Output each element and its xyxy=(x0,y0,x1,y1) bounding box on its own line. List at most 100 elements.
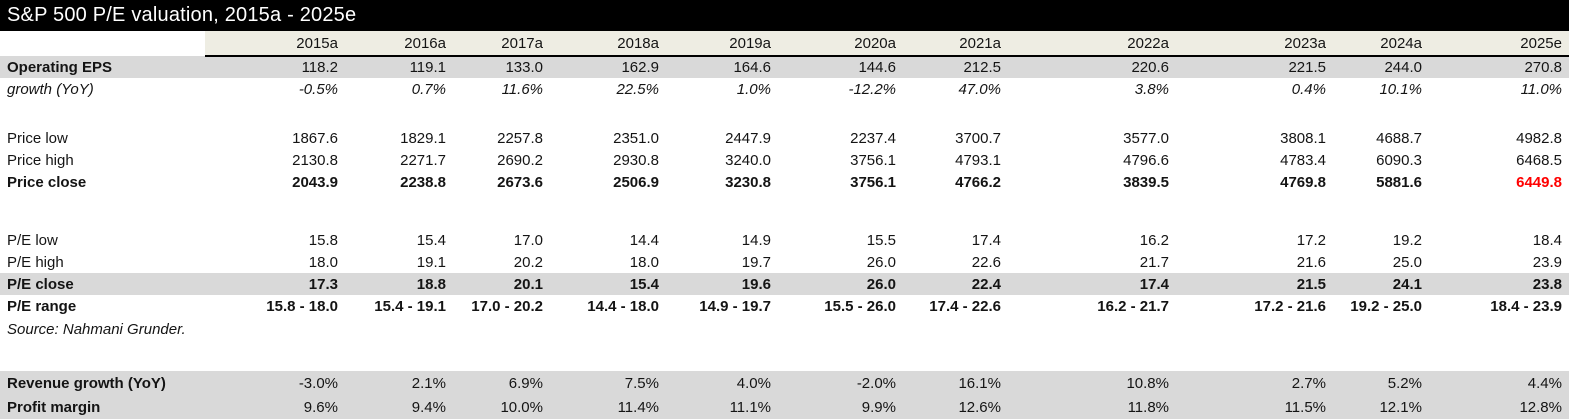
cell: 118.2 xyxy=(205,56,345,78)
cell: 12.8% xyxy=(1429,395,1569,419)
spacer-row xyxy=(0,193,1569,229)
cell: 22.4 xyxy=(903,273,1008,295)
cell: 162.9 xyxy=(550,56,666,78)
cell: 17.2 xyxy=(1296,231,1326,249)
cell: 9.4% xyxy=(345,395,453,419)
cell: 18.4 xyxy=(1532,231,1562,249)
row-label: Profit margin xyxy=(0,395,205,419)
year-header: 2023a xyxy=(1176,31,1333,57)
row-price-low: Price low 1867.6 1829.1 2257.8 2351.0 2447.9 2… xyxy=(0,127,1569,149)
row-price-high: Price high 2130.8 2271.7 2690.2 2930.8 3240.0… xyxy=(0,149,1569,171)
cell: 2130.8 xyxy=(292,151,338,169)
cell: -12.2% xyxy=(848,80,896,98)
year-header: 2019a xyxy=(666,31,778,57)
source-row: Source: Nahmani Grunder. xyxy=(0,317,1569,341)
cell: 21.6 xyxy=(1296,253,1326,271)
cell: 16.1% xyxy=(903,371,1008,395)
year-header: 2024a xyxy=(1333,31,1429,57)
cell: 3577.0 xyxy=(1123,129,1169,147)
cell: 2043.9 xyxy=(292,173,338,191)
cell: 270.8 xyxy=(1429,56,1569,78)
cell: 119.1 xyxy=(345,56,453,78)
cell: 1829.1 xyxy=(400,129,446,147)
cell: 18.0 xyxy=(629,253,659,271)
cell: 9.6% xyxy=(205,395,345,419)
year-header-row: 2015a 2016a 2017a 2018a 2019a 2020a 2021a 2022a… xyxy=(0,31,1569,57)
cell: 21.7 xyxy=(1139,253,1169,271)
cell: 2.1% xyxy=(345,371,453,395)
cell: 17.0 xyxy=(513,231,543,249)
cell: 19.2 - 25.0 xyxy=(1350,297,1422,315)
spacer-row xyxy=(0,100,1569,127)
cell: 17.0 - 20.2 xyxy=(471,297,543,315)
cell: 12.6% xyxy=(903,395,1008,419)
cell: 15.4 xyxy=(416,231,446,249)
spacer-cell xyxy=(0,100,1569,127)
valuation-table: 2015a 2016a 2017a 2018a 2019a 2020a 2021a 2022a… xyxy=(0,31,1569,419)
cell: 7.5% xyxy=(550,371,666,395)
cell: 3756.1 xyxy=(850,173,896,191)
cell: 2.7% xyxy=(1176,371,1333,395)
cell: 6449.8 xyxy=(1516,173,1562,191)
spacer-row xyxy=(0,341,1569,371)
cell: 3.8% xyxy=(1134,80,1169,98)
cell: 4982.8 xyxy=(1516,129,1562,147)
cell: 17.4 xyxy=(1008,273,1176,295)
cell: 10.1% xyxy=(1379,80,1422,98)
cell: 3808.1 xyxy=(1280,129,1326,147)
cell: 15.8 xyxy=(308,231,338,249)
cell: 16.2 - 21.7 xyxy=(1097,297,1169,315)
cell: 3839.5 xyxy=(1123,173,1169,191)
year-header: 2025e xyxy=(1429,31,1569,57)
cell: 6468.5 xyxy=(1516,151,1562,169)
source-note: Source: Nahmani Grunder. xyxy=(7,320,186,338)
cell: 26.0 xyxy=(778,273,903,295)
cell: 2690.2 xyxy=(497,151,543,169)
row-label: Price close xyxy=(7,173,87,191)
spacer-cell xyxy=(0,341,1569,371)
cell: 20.2 xyxy=(513,253,543,271)
cell: 2447.9 xyxy=(725,129,771,147)
cell: 3700.7 xyxy=(955,129,1001,147)
row-operating-eps: Operating EPS 118.2 119.1 133.0 162.9 164.6 14… xyxy=(0,56,1569,78)
cell: 17.2 - 21.6 xyxy=(1254,297,1326,315)
cell: 6.9% xyxy=(453,371,550,395)
cell: 10.8% xyxy=(1008,371,1176,395)
cell: 18.8 xyxy=(345,273,453,295)
cell: 212.5 xyxy=(903,56,1008,78)
year-header: 2022a xyxy=(1008,31,1176,57)
cell: 0.4% xyxy=(1291,80,1326,98)
row-price-close: Price close 2043.9 2238.8 2673.6 2506.9 3230.… xyxy=(0,171,1569,193)
cell: 0.7% xyxy=(411,80,446,98)
row-p-e-range: P/E range 15.8 - 18.0 15.4 - 19.1 17.0 - 20… xyxy=(0,295,1569,317)
cell: 4783.4 xyxy=(1280,151,1326,169)
cell: 4.4% xyxy=(1429,371,1569,395)
cell: 164.6 xyxy=(666,56,778,78)
cell: 11.6% xyxy=(501,80,543,98)
cell: 15.8 - 18.0 xyxy=(266,297,338,315)
cell: 1.0% xyxy=(736,80,771,98)
year-header: 2018a xyxy=(550,31,666,57)
cell: 244.0 xyxy=(1333,56,1429,78)
cell: -2.0% xyxy=(778,371,903,395)
cell: 12.1% xyxy=(1333,395,1429,419)
cell: -0.5% xyxy=(298,80,338,98)
report-title: S&P 500 P/E valuation, 2015a - 2025e xyxy=(7,4,357,26)
cell: 25.0 xyxy=(1392,253,1422,271)
row-label: growth (YoY) xyxy=(7,80,94,98)
cell: 144.6 xyxy=(778,56,903,78)
row-profit-margin: Profit margin 9.6% 9.4% 10.0% 11.4% 11.1% 9.9%… xyxy=(0,395,1569,419)
cell: 15.4 xyxy=(550,273,666,295)
cell: 221.5 xyxy=(1176,56,1333,78)
cell: 14.9 - 19.7 xyxy=(699,297,771,315)
cell: 22.5% xyxy=(616,80,659,98)
cell: 18.0 xyxy=(308,253,338,271)
cell: 3230.8 xyxy=(725,173,771,191)
row-label: P/E high xyxy=(7,253,64,271)
row-p-e-low: P/E low 15.8 15.4 17.0 14.4 14.9 15.5 17.4 16.2 1… xyxy=(0,229,1569,251)
row-label: Operating EPS xyxy=(0,56,205,78)
cell: 47.0% xyxy=(958,80,1001,98)
cell: 11.1% xyxy=(666,395,778,419)
cell: 4796.6 xyxy=(1123,151,1169,169)
cell: 11.5% xyxy=(1176,395,1333,419)
